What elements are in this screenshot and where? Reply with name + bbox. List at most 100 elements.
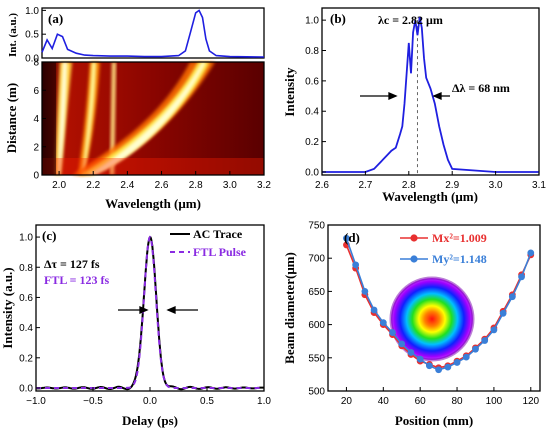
- panel-b-ylabel: Intensity: [282, 67, 297, 117]
- panel-b-ytick-label: 1.0: [305, 16, 319, 27]
- panel-c-ylabel: Intensity (a.u.): [0, 267, 15, 348]
- panel-d-label: (d): [344, 230, 360, 245]
- my-data-point: [343, 234, 350, 242]
- panel-c-xtick-label: 0.5: [200, 396, 214, 407]
- heatmap-features: [42, 62, 264, 175]
- panel-d-xtick-label: 60: [415, 396, 427, 407]
- ftl-annotation: FTL = 123 fs: [44, 273, 110, 287]
- panel-d-ytick-label: 750: [308, 221, 325, 232]
- panel-d-xlabel: Position (mm): [395, 413, 473, 428]
- panel-b: (b) λc = 2.82 μm Δλ = 68 nm 2.6 2.7 2.8 2.9…: [282, 7, 546, 204]
- my-data-point: [453, 359, 461, 366]
- panel-d-xtick-label: 100: [486, 396, 503, 407]
- my-data-point: [370, 306, 378, 314]
- panel-c-xtick-label: 1.0: [257, 396, 271, 407]
- panel-d-ylabel: Beam diameter(μm): [282, 252, 297, 364]
- panel-d-xtick-label: 40: [378, 396, 390, 407]
- my-data-point: [379, 319, 387, 327]
- panel-b-xtick-label: 3.0: [489, 180, 503, 191]
- my-data-point: [508, 293, 516, 301]
- panel-c-ytick-label: 0.4: [19, 323, 33, 334]
- panel-c-fwhm-arrows: [118, 306, 198, 314]
- my-data-point: [389, 329, 396, 336]
- my-data-point: [398, 340, 406, 348]
- panel-b-xlabel: Wavelength (μm): [382, 189, 478, 204]
- my-data-point: [462, 353, 470, 361]
- panel-b-ytick-label: 0.4: [305, 107, 319, 118]
- panel-b-xtick-label: 2.8: [402, 180, 416, 191]
- panel-a-ytick-label: 2: [33, 142, 39, 153]
- my-data-point: [481, 337, 489, 344]
- panel-d-ytick-label: 650: [308, 287, 325, 298]
- legend-mx: Mx²=1.009: [432, 231, 487, 245]
- my-data-point: [472, 345, 479, 353]
- legend-ftl-pulse: FTL Pulse: [193, 245, 247, 259]
- panel-c: (c) AC Trace FTL Pulse Δτ = 127 fs FTL =…: [0, 224, 271, 428]
- panel-d-ytick-label: 600: [308, 320, 325, 331]
- panel-c-xtick-label: 0.0: [143, 396, 157, 407]
- legend-my: My²=1.148: [432, 252, 487, 266]
- panel-c-xtick-label: −1.0: [26, 396, 46, 407]
- panel-a-top-ytick-label: 0.5: [25, 30, 39, 41]
- panel-b-ytick-label: 0.2: [305, 137, 319, 148]
- my-data-point: [352, 261, 360, 269]
- panel-a-xtick-label: 2.8: [189, 180, 203, 191]
- panel-a-xtick-label: 2.4: [120, 180, 134, 191]
- panel-d: (d) Mx²=1.009 My²=1.148 20 40 60 80 100 120 5…: [282, 221, 541, 428]
- panel-a-label: (a): [48, 11, 63, 26]
- panel-d-frame: [327, 224, 541, 392]
- panel-b-label: (b): [330, 11, 346, 26]
- panel-c-xtick-label: −0.5: [83, 396, 103, 407]
- panel-d-legend: Mx²=1.009 My²=1.148: [400, 231, 487, 266]
- center-wavelength-annotation: λc = 2.82 μm: [378, 13, 443, 27]
- panel-d-ytick-label: 500: [308, 387, 325, 398]
- panel-b-xtick-label: 3.1: [532, 180, 546, 191]
- panel-b-ytick-label: 0.8: [305, 46, 319, 57]
- my-data-point: [490, 326, 498, 334]
- panel-b-xtick-label: 2.7: [358, 180, 372, 191]
- panel-a-xtick-label: 2.0: [52, 180, 66, 191]
- panel-c-ytick-label: 0.8: [19, 263, 33, 274]
- panel-a-xtick-label: 3.2: [257, 180, 271, 191]
- panel-a-ylabel: Distance (m): [4, 83, 19, 153]
- my-data-point: [407, 349, 415, 356]
- my-data-point: [416, 355, 424, 363]
- panel-a-xtick-label: 2.2: [86, 180, 100, 191]
- panel-d-xtick-label: 20: [341, 396, 353, 407]
- my-data-point: [444, 363, 452, 371]
- panel-b-spectrum-line: [322, 16, 539, 173]
- panel-d-xtick-label: 80: [451, 396, 463, 407]
- panel-c-legend: AC Trace FTL Pulse: [170, 227, 247, 259]
- my-data-point: [518, 273, 525, 281]
- panel-a-top-ylabel: Int. (a.u.): [7, 13, 19, 57]
- fwhm-arrows: [360, 92, 450, 100]
- panel-a-xtick-label: 2.6: [155, 180, 169, 191]
- bandwidth-annotation: Δλ = 68 nm: [452, 81, 510, 95]
- panel-b-ytick-label: 0.6: [305, 76, 319, 87]
- panel-b-xtick-label: 2.9: [445, 180, 459, 191]
- panel-a-top-frame: [41, 7, 265, 59]
- panel-b-ytick-label: 0.0: [305, 167, 319, 178]
- panel-a-ytick-label: 8: [33, 58, 39, 69]
- my-data-point: [361, 288, 369, 295]
- panel-c-ytick-label: 1.0: [19, 233, 33, 244]
- panel-d-xtick-label: 120: [522, 396, 539, 407]
- panel-a-ytick-label: 4: [33, 114, 39, 125]
- panel-c-ytick-label: 0.0: [19, 383, 33, 394]
- panel-a-xtick-label: 3.0: [223, 180, 237, 191]
- panel-a-top-ytick-label: 0.0: [25, 54, 39, 65]
- panel-c-xlabel: Delay (ps): [122, 413, 178, 428]
- my-data-point: [435, 366, 443, 374]
- ftl-pulse-line: [36, 235, 264, 389]
- my-data-point: [527, 249, 535, 257]
- pulse-duration-annotation: Δτ = 127 fs: [44, 257, 100, 271]
- legend-ac-trace: AC Trace: [193, 227, 243, 241]
- panel-d-ytick-label: 700: [308, 254, 325, 265]
- my-data-point: [425, 362, 433, 370]
- panel-b-xtick-label: 2.6: [315, 180, 329, 191]
- panel-a-ytick-label: 0: [33, 171, 39, 182]
- panel-a-xlabel: Wavelength (μm): [105, 196, 201, 211]
- panel-a-top-ytick-label: 1.0: [25, 6, 39, 17]
- panel-d-ytick-label: 550: [308, 353, 325, 364]
